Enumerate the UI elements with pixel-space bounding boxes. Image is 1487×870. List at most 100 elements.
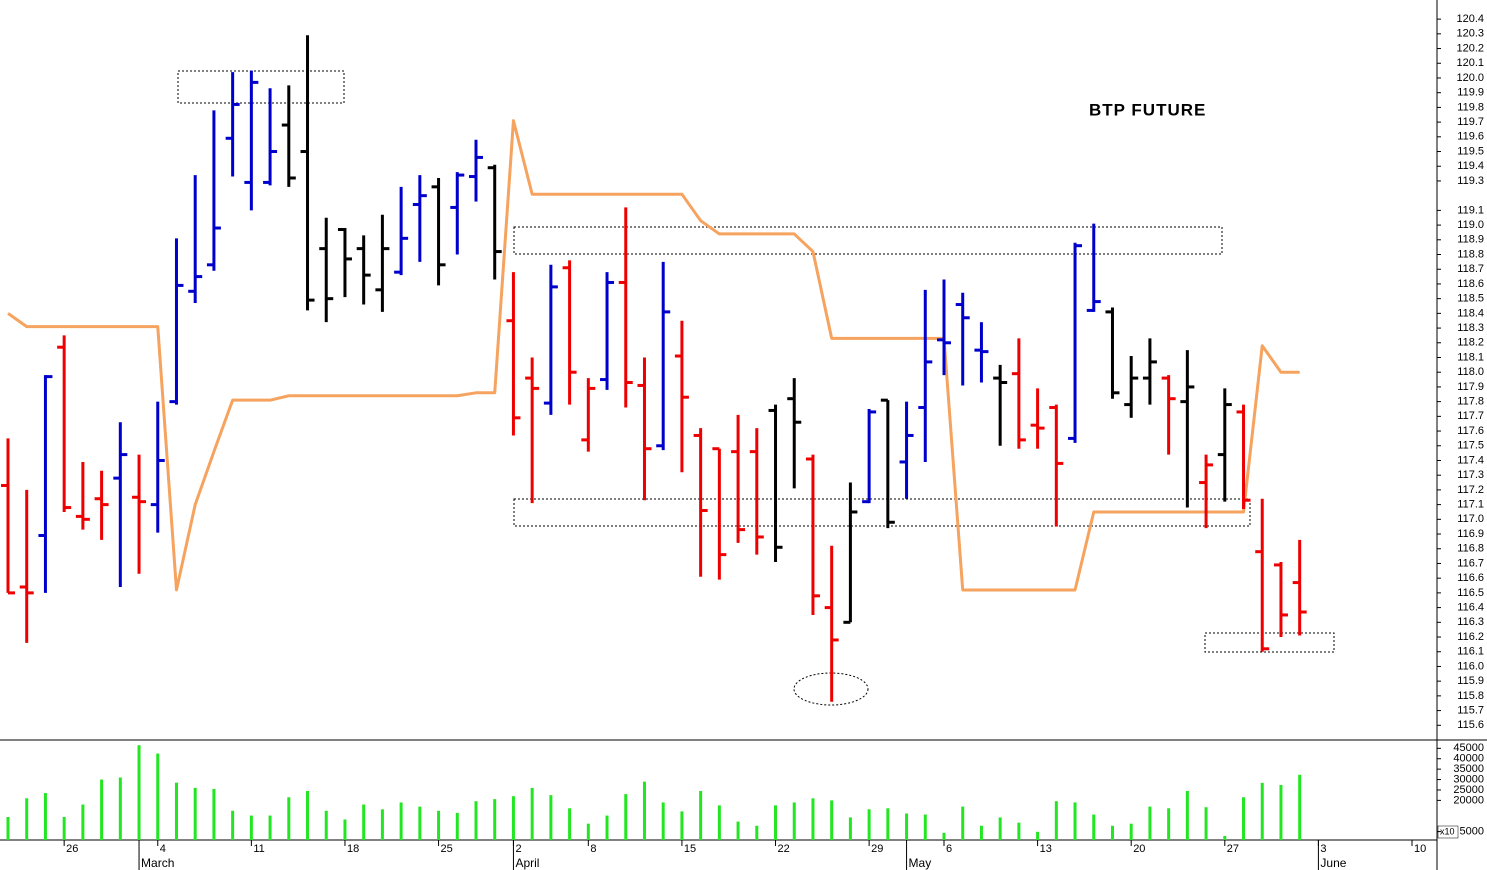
x-tick-label: 20 (1133, 843, 1145, 855)
x-tick-label: 29 (871, 843, 883, 855)
x-tick-label: 26 (66, 843, 78, 855)
y-tick-label: 117.4 (1457, 454, 1484, 466)
volume-bar (306, 791, 310, 840)
volume-bar (1148, 806, 1152, 840)
y-tick-label: 120.0 (1456, 72, 1484, 84)
month-label: June (1320, 856, 1346, 870)
volume-bar (642, 781, 646, 840)
volume-bar (886, 808, 890, 840)
y-tick-label: 117.7 (1457, 410, 1484, 422)
volume-unit-label: x10 (1440, 826, 1455, 836)
volume-bar (380, 809, 384, 840)
y-tick-label: 116.5 (1457, 587, 1484, 599)
volume-bar (530, 787, 534, 840)
indicator-line (7, 119, 1300, 592)
y-tick-label: 116.2 (1457, 631, 1484, 643)
annotation-box (177, 70, 345, 104)
y-tick-label: 116.8 (1457, 543, 1484, 555)
y-tick-label: 117.1 (1457, 499, 1484, 511)
volume-bar (25, 798, 29, 840)
volume-bar (1036, 831, 1040, 840)
volume-bar (437, 810, 441, 840)
y-tick-label: 117.6 (1457, 425, 1484, 437)
volume-bar (455, 812, 459, 840)
x-tick-label: 27 (1227, 843, 1239, 855)
month-label: March (141, 856, 174, 870)
y-tick-label: 117.9 (1457, 381, 1484, 393)
y-tick-label: 120.2 (1456, 42, 1484, 54)
volume-bar (680, 811, 684, 840)
y-tick-label: 118.2 (1457, 337, 1484, 349)
volume-bar (1092, 814, 1096, 840)
volume-bar (81, 804, 85, 840)
volume-bar (923, 814, 927, 840)
volume-bar (6, 817, 10, 840)
volume-bar (830, 800, 834, 840)
y-tick-label: 120.3 (1456, 28, 1484, 40)
volume-bar (212, 788, 216, 840)
chart-title: BTP FUTURE (1089, 100, 1206, 119)
y-tick-label: 118.1 (1457, 351, 1484, 363)
volume-bar (249, 815, 253, 840)
y-tick-label: 30000 (1453, 773, 1484, 785)
volume-bar (43, 793, 47, 840)
annotation-box (1204, 632, 1335, 653)
y-tick-label: 115.8 (1457, 690, 1484, 702)
volume-bar (324, 810, 328, 840)
volume-bar (137, 745, 141, 840)
y-tick-label: 35000 (1453, 763, 1484, 775)
y-tick-label: 118.9 (1457, 234, 1484, 246)
y-tick-label: 117.8 (1457, 396, 1484, 408)
y-tick-label: 120.4 (1456, 13, 1484, 25)
x-tick-label: 11 (253, 843, 264, 855)
volume-bar (755, 825, 759, 840)
y-tick-label: 117.5 (1457, 440, 1484, 452)
y-tick-label: 119.6 (1457, 131, 1484, 143)
x-tick-label: 8 (590, 843, 596, 855)
y-tick-label: 115.7 (1457, 704, 1484, 716)
volume-bar (624, 794, 628, 840)
volume-bar (1073, 802, 1077, 840)
y-tick-label: 119.1 (1457, 204, 1484, 216)
y-tick-label: 116.1 (1457, 646, 1484, 658)
x-tick-label: 2 (515, 843, 521, 855)
volume-bar (1129, 823, 1133, 840)
y-tick-label: 119.8 (1457, 101, 1484, 113)
volume-bar (848, 817, 852, 840)
month-label: April (515, 856, 539, 870)
volume-bar (62, 817, 66, 840)
volume-bar (1167, 808, 1171, 840)
x-tick-label: 25 (441, 843, 453, 855)
volume-bar (118, 777, 122, 840)
x-tick-label: 15 (684, 843, 696, 855)
volume-bar (1242, 797, 1246, 840)
volume-bar (792, 802, 796, 840)
volume-bar (268, 815, 272, 840)
volume-bar (231, 810, 235, 840)
y-tick-label: 116.3 (1457, 616, 1484, 628)
volume-bar (717, 805, 721, 840)
x-tick-label: 22 (778, 843, 790, 855)
y-tick-label: 116.0 (1457, 660, 1484, 672)
volume-bar (568, 808, 572, 840)
volume-bar (661, 802, 665, 840)
volume-bar (736, 821, 740, 840)
x-tick-label: 18 (347, 843, 359, 855)
volume-bar (699, 791, 703, 840)
volume-bar (1298, 774, 1302, 840)
y-tick-label: 45000 (1453, 742, 1484, 754)
volume-bar (100, 779, 104, 840)
x-tick-label: 4 (160, 843, 166, 855)
y-tick-label: 119.0 (1457, 219, 1484, 231)
y-tick-label: 118.5 (1457, 293, 1484, 305)
volume-bar (774, 805, 778, 840)
volume-bar (961, 806, 965, 840)
volume-bar (193, 787, 197, 840)
y-tick-label: 119.9 (1457, 87, 1484, 99)
y-tick-label: 116.9 (1457, 528, 1484, 540)
volume-bar (1204, 807, 1208, 840)
y-tick-label: 116.6 (1457, 572, 1484, 584)
y-tick-label: 20000 (1453, 794, 1484, 806)
volume-bar (174, 782, 178, 840)
